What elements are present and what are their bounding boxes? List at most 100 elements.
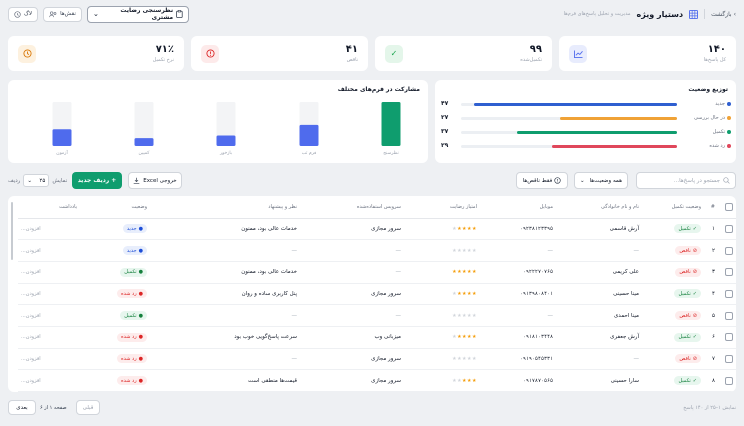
status-filter-value: همه وضعیت‌ها xyxy=(589,177,622,184)
bar-1[interactable] xyxy=(299,124,319,146)
row-select-cell xyxy=(718,218,736,241)
note-cell[interactable]: افزودن... xyxy=(18,239,80,262)
distribution-count: ۴۷ xyxy=(441,100,449,107)
distribution-count: ۲۹ xyxy=(441,142,449,149)
row-checkbox[interactable] xyxy=(725,268,733,277)
bar-3[interactable] xyxy=(134,138,154,146)
note-cell[interactable]: افزودن... xyxy=(18,304,80,327)
table-row[interactable]: ۴ ✓ تکمیل مینا حسینی ۰۹۱۳۹۸۰۸۴۰۱ ★★★★★ سرور مج… xyxy=(18,283,736,306)
comment-cell: خدمات عالی بود، ممنون xyxy=(150,218,300,241)
status-badge[interactable]: ● جدید xyxy=(122,246,147,256)
bar-label: آزمون xyxy=(56,150,68,156)
row-checkbox[interactable] xyxy=(725,354,733,363)
prev-label: قبلی xyxy=(82,404,94,411)
completion-cell: ✓ تکمیل xyxy=(642,218,704,241)
stat-label: نرخ تکمیل xyxy=(152,57,174,63)
roles-button[interactable]: نقش‌ها xyxy=(43,6,82,22)
row-checkbox[interactable] xyxy=(725,289,733,298)
add-row-button[interactable]: + ردیف جدید xyxy=(72,172,122,189)
status-dot-icon: ● xyxy=(138,225,143,232)
row-checkbox[interactable] xyxy=(725,333,733,342)
status-badge[interactable]: ● رد شده xyxy=(116,354,147,364)
completion-badge: ✓ تکمیل xyxy=(674,376,701,386)
note-cell[interactable]: افزودن... xyxy=(18,369,80,392)
table-row[interactable]: ۵ ⊘ ناقص مینا احمدی — ★★★★★ — — ● تکمیل افزودن... xyxy=(18,304,736,327)
top-header: لاگ نقش‌ها نظرسنجی رضایت مشتری ⌄ › بازگش… xyxy=(0,0,744,28)
completion-cell: ⊘ ناقص xyxy=(642,348,704,371)
table-row[interactable]: ۲ ⊘ ناقص — — ★★★★★ — — ● جدید افزودن... xyxy=(18,239,736,262)
status-text: رد شده xyxy=(120,334,137,341)
table-row[interactable]: ۶ ✓ تکمیل آرش جعفری ۰۹۱۸۱۰۳۴۴۸ ★★★★★ میزبانی و… xyxy=(18,326,736,349)
note-cell[interactable]: افزودن... xyxy=(18,348,80,371)
showing-count: نمایش ۱–۲۵ از ۱۴۰ پاسخ xyxy=(683,405,736,411)
note-cell[interactable]: افزودن... xyxy=(18,218,80,241)
table-row[interactable]: ۳ ⊘ ناقص علی کریمی ۰۹۲۲۲۷۰۷۶۵ ★★★★★ — خدمات عال… xyxy=(18,261,736,284)
row-checkbox[interactable] xyxy=(725,246,733,255)
row-number: ۳ xyxy=(704,261,718,284)
status-dot-icon: ● xyxy=(138,247,143,254)
row-number: ۶ xyxy=(704,326,718,349)
export-excel-button[interactable]: خروجی Excel xyxy=(128,172,182,189)
completion-text: تکمیل xyxy=(678,225,691,232)
mobile-cell: ۰۹۱۷۸۷۰۵۶۵ xyxy=(480,369,556,392)
incomplete-only-button[interactable]: فقط ناقص‌ها xyxy=(516,172,568,189)
service-cell: سرور مجازی xyxy=(300,283,404,306)
row-checkbox[interactable] xyxy=(725,376,733,385)
stat-card-completed: ✓ ۹۹ تکمیل‌شده xyxy=(375,36,552,71)
roles-label: نقش‌ها xyxy=(60,11,76,17)
status-dot-icon: ● xyxy=(138,334,143,341)
table-row[interactable]: ۸ ✓ تکمیل سارا حسینی ۰۹۱۷۸۷۰۵۶۵ ★★★★★ سرور مجا… xyxy=(18,369,736,392)
table-row[interactable]: ۷ ⊘ ناقص —۰۹۱۹۰۵۴۵۳۳۱ ★★★★★ سرور مجازی — ● رد شد… xyxy=(18,348,736,371)
log-button[interactable]: لاگ xyxy=(8,6,39,22)
select-all-checkbox[interactable] xyxy=(725,202,733,211)
comment-cell: — xyxy=(150,348,300,371)
search-input[interactable]: جستجو در پاسخ‌ها... xyxy=(636,172,736,189)
incomplete-only-label: فقط ناقص‌ها xyxy=(522,177,553,184)
status-badge[interactable]: ● رد شده xyxy=(116,376,147,386)
scrollbar[interactable] xyxy=(11,202,13,260)
status-text: تکمیل xyxy=(124,312,137,319)
rating-stars-icon: ★★★★★ xyxy=(452,290,477,297)
row-checkbox[interactable] xyxy=(725,311,733,320)
row-select-cell xyxy=(718,304,736,327)
row-checkbox[interactable] xyxy=(725,224,733,233)
column-header: امتیاز رضایت xyxy=(404,196,480,219)
bar-2[interactable] xyxy=(216,135,236,146)
note-cell[interactable]: افزودن... xyxy=(18,261,80,284)
status-filter-select[interactable]: همه وضعیت‌ها ⌄ xyxy=(574,172,628,189)
check-icon: ✓ xyxy=(692,290,697,297)
note-cell[interactable]: افزودن... xyxy=(18,283,80,306)
distribution-label: جدید xyxy=(715,101,731,107)
mobile-value: ۰۹۱۸۱۰۳۴۴۸ xyxy=(522,334,553,341)
service-cell: — xyxy=(300,239,404,262)
chart-line-icon xyxy=(569,44,587,63)
bar-background xyxy=(216,102,236,146)
back-link[interactable]: › بازگشت xyxy=(711,11,736,18)
next-page-button[interactable]: بعدی xyxy=(8,400,36,415)
status-badge[interactable]: ● تکمیل xyxy=(120,267,147,277)
status-text: رد شده xyxy=(120,290,137,297)
completion-cell: ✓ تکمیل xyxy=(642,283,704,306)
status-badge[interactable]: ● جدید xyxy=(122,224,147,234)
rating-cell: ★★★★★ xyxy=(404,326,480,349)
rating-stars-icon: ★★★★★ xyxy=(452,355,477,362)
completion-cell: ⊘ ناقص xyxy=(642,239,704,262)
table-row[interactable]: ۱ ✓ تکمیل آرش قاسمی ۰۹۲۳۸۱۲۳۳۹۵ ★★★★★ سرور مجا… xyxy=(18,218,736,241)
prev-page-button[interactable]: قبلی xyxy=(76,400,100,415)
status-badge[interactable]: ● رد شده xyxy=(116,332,147,342)
survey-select[interactable]: نظرسنجی رضایت مشتری ⌄ xyxy=(86,5,189,23)
status-cell: ● تکمیل xyxy=(80,261,150,284)
completion-badge: ✓ تکمیل xyxy=(674,224,701,234)
distribution-label-text: تکمیل xyxy=(712,129,725,135)
bar-4[interactable] xyxy=(52,129,72,146)
perpage-select[interactable]: ۲۵ ⌄ xyxy=(23,174,50,187)
bar-label: فرم ثب xyxy=(302,151,317,156)
bar-0[interactable] xyxy=(381,102,401,146)
note-cell[interactable]: افزودن... xyxy=(18,326,80,349)
mobile-value: — xyxy=(547,247,554,254)
status-badge[interactable]: ● رد شده xyxy=(116,289,147,299)
distribution-bar xyxy=(473,103,677,106)
completion-cell: ⊘ ناقص xyxy=(642,304,704,327)
status-badge[interactable]: ● تکمیل xyxy=(120,311,147,321)
completion-badge: ⊘ ناقص xyxy=(675,311,701,321)
